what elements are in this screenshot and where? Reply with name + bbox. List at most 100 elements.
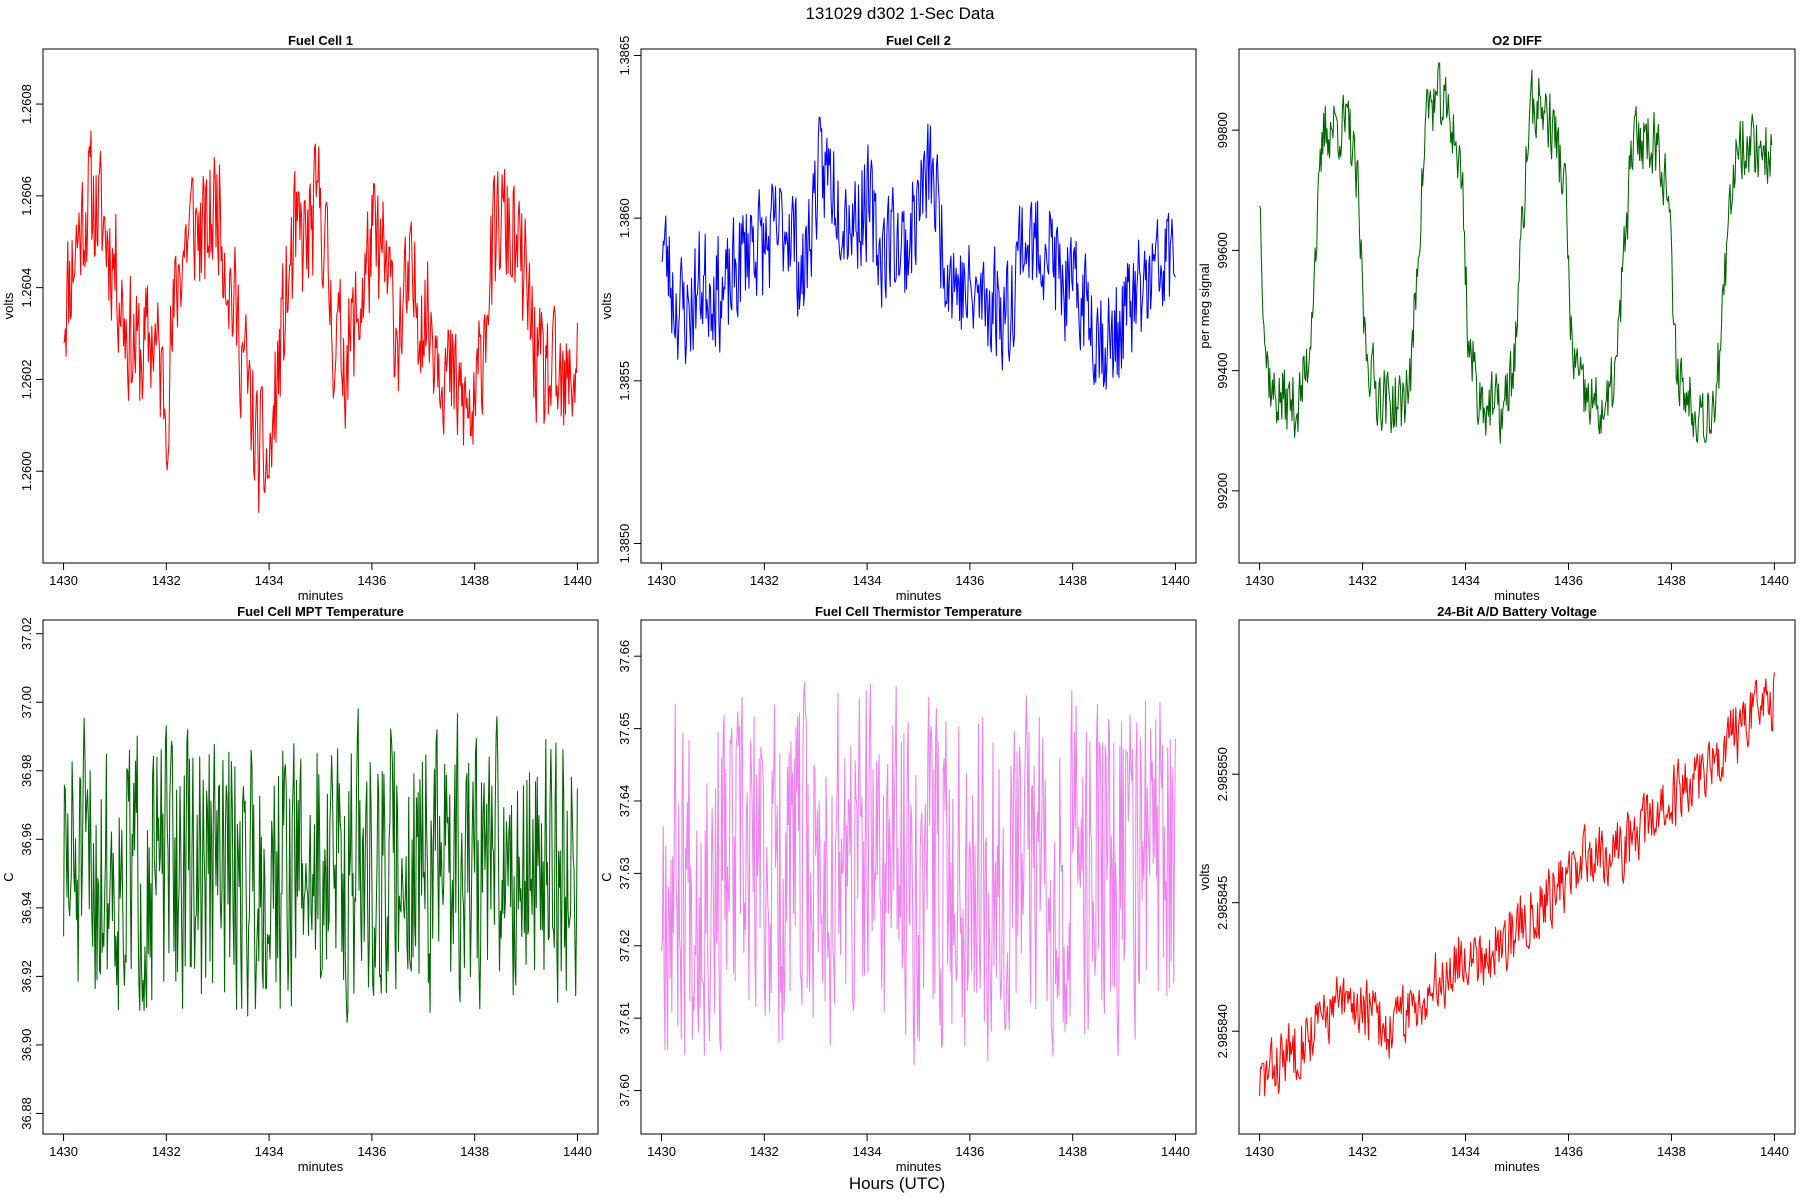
- x-tick-label: 1432: [152, 1144, 181, 1159]
- y-tick-label: 1.3865: [617, 36, 632, 76]
- y-axis-label: volts: [1, 292, 16, 319]
- y-tick-label: 37.62: [617, 930, 632, 963]
- x-tick-label: 1436: [955, 573, 984, 588]
- y-axis-label: volts: [1197, 863, 1212, 890]
- x-tick-label: 1434: [1451, 573, 1480, 588]
- y-tick-label: 1.3860: [617, 198, 632, 238]
- x-tick-label: 1438: [460, 573, 489, 588]
- y-tick-label: 1.2604: [19, 268, 34, 308]
- chart-title: Fuel Cell 2: [886, 33, 951, 48]
- x-tick-label: 1432: [750, 573, 779, 588]
- x-tick-label: 1438: [1058, 1144, 1087, 1159]
- y-tick-label: 36.92: [19, 960, 34, 993]
- y-tick-label: 36.98: [19, 754, 34, 787]
- chart-panel-2: Fuel Cell 2 1430 1432 1434 1436 1438 1440 minut…: [599, 33, 1197, 603]
- x-tick-label: 1440: [563, 1144, 592, 1159]
- chart-panel-1: Fuel Cell 1 1430 1432 1434 1436 1438 1440 minut…: [1, 33, 599, 603]
- y-tick-label: 36.94: [19, 892, 34, 925]
- y-tick-label: 1.2606: [19, 176, 34, 216]
- y-tick-label: 37.65: [617, 712, 632, 745]
- y-axis-label: volts: [599, 292, 614, 319]
- y-tick-label: 99800: [1215, 112, 1230, 148]
- x-tick-label: 1438: [1058, 573, 1087, 588]
- y-tick-label: 37.64: [617, 785, 632, 818]
- series-line-1: [661, 682, 1176, 1065]
- x-tick-label: 1432: [750, 1144, 779, 1159]
- y-tick-label: 37.02: [19, 617, 34, 650]
- x-tick-label: 1434: [853, 573, 882, 588]
- x-axis-label: minutes: [896, 588, 942, 603]
- x-tick-label: 1440: [1161, 573, 1190, 588]
- figure-title: 131029 d302 1-Sec Data: [805, 4, 995, 23]
- chart-title: 24-Bit A/D Battery Voltage: [1437, 604, 1597, 619]
- y-tick-label: 99200: [1215, 473, 1230, 509]
- y-tick-label: 1.2608: [19, 84, 34, 124]
- x-tick-label: 1438: [1657, 573, 1686, 588]
- x-axis-label: minutes: [298, 1159, 344, 1174]
- x-axis-label: minutes: [1494, 1159, 1540, 1174]
- y-tick-label: 37.60: [617, 1074, 632, 1107]
- y-tick-label: 36.88: [19, 1097, 34, 1130]
- series-line-1: [1259, 62, 1773, 444]
- x-tick-label: 1436: [1554, 573, 1583, 588]
- x-axis-label: minutes: [896, 1159, 942, 1174]
- x-tick-label: 1430: [647, 1144, 676, 1159]
- y-tick-label: 99400: [1215, 353, 1230, 389]
- y-tick-label: 1.3855: [617, 361, 632, 401]
- chart-panel-5: Fuel Cell Thermistor Temperature 1430 1432…: [599, 604, 1197, 1174]
- x-tick-label: 1430: [49, 1144, 78, 1159]
- x-tick-label: 1440: [1760, 1144, 1789, 1159]
- y-tick-label: 37.66: [617, 640, 632, 673]
- series-line-1: [63, 130, 578, 514]
- x-tick-label: 1438: [460, 1144, 489, 1159]
- series-line-1: [661, 116, 1176, 390]
- x-tick-label: 1432: [1348, 1144, 1377, 1159]
- y-axis-label: C: [599, 872, 614, 881]
- y-axis-label: C: [1, 872, 16, 881]
- y-tick-label: 1.2600: [19, 451, 34, 491]
- chart-title: Fuel Cell 1: [288, 33, 353, 48]
- x-tick-label: 1434: [1451, 1144, 1480, 1159]
- y-tick-label: 2.985845: [1215, 876, 1230, 930]
- y-tick-label: 99600: [1215, 232, 1230, 268]
- x-tick-label: 1430: [1245, 573, 1274, 588]
- x-tick-label: 1430: [49, 573, 78, 588]
- chart-panel-4: Fuel Cell MPT Temperature 1430 1432 1434 143…: [1, 604, 599, 1174]
- chart-title: O2 DIFF: [1492, 33, 1542, 48]
- y-axis-label: per meg signal: [1197, 263, 1212, 348]
- x-tick-label: 1434: [255, 1144, 284, 1159]
- y-tick-label: 36.96: [19, 823, 34, 856]
- x-tick-label: 1436: [1554, 1144, 1583, 1159]
- chart-title: Fuel Cell MPT Temperature: [237, 604, 404, 619]
- series-line-1: [1259, 672, 1775, 1097]
- chart-panels: Fuel Cell 1 1430 1432 1434 1436 1438 1440 minut…: [1, 33, 1796, 1174]
- x-tick-label: 1436: [955, 1144, 984, 1159]
- y-tick-label: 36.90: [19, 1029, 34, 1062]
- chart-panel-6: 24-Bit A/D Battery Voltage 1430 1432 1434 14…: [1197, 604, 1796, 1174]
- y-tick-label: 1.2602: [19, 360, 34, 400]
- y-tick-label: 1.3850: [617, 524, 632, 564]
- x-tick-label: 1430: [647, 573, 676, 588]
- x-tick-label: 1438: [1657, 1144, 1686, 1159]
- y-tick-label: 37.00: [19, 686, 34, 719]
- x-tick-label: 1434: [853, 1144, 882, 1159]
- x-axis-label: minutes: [298, 588, 344, 603]
- x-tick-label: 1436: [357, 573, 386, 588]
- x-tick-label: 1430: [1245, 1144, 1274, 1159]
- x-tick-label: 1434: [255, 573, 284, 588]
- x-tick-label: 1432: [1348, 573, 1377, 588]
- y-tick-label: 37.61: [617, 1002, 632, 1035]
- y-tick-label: 2.985840: [1215, 1004, 1230, 1058]
- x-tick-label: 1436: [357, 1144, 386, 1159]
- x-tick-label: 1432: [152, 573, 181, 588]
- chart-panel-3: O2 DIFF 1430 1432 1434 1436 1438 1440 minutes 99…: [1197, 33, 1796, 603]
- x-axis-label: minutes: [1494, 588, 1540, 603]
- x-tick-label: 1440: [1760, 573, 1789, 588]
- common-x-axis-label: Hours (UTC): [849, 1174, 945, 1193]
- y-tick-label: 37.63: [617, 857, 632, 890]
- series-line-1: [63, 708, 578, 1023]
- x-tick-label: 1440: [563, 573, 592, 588]
- chart-title: Fuel Cell Thermistor Temperature: [815, 604, 1022, 619]
